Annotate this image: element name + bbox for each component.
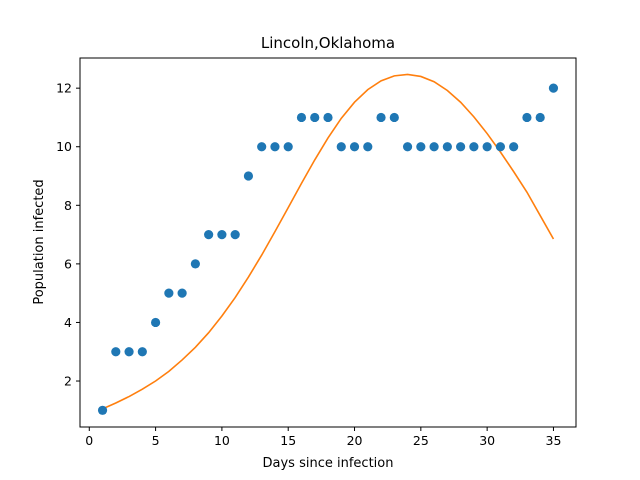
data-point	[429, 142, 439, 152]
data-point	[416, 142, 426, 152]
data-point	[349, 142, 360, 152]
data-point	[469, 142, 479, 152]
data-point	[323, 112, 333, 123]
x-tick-label: 25	[413, 433, 429, 448]
y-tick-label: 8	[64, 198, 72, 213]
data-point	[164, 288, 174, 298]
y-tick-label: 6	[64, 256, 72, 271]
data-point	[535, 112, 545, 123]
data-point	[456, 142, 466, 152]
y-axis-ticks: 2 4 6 8 10 12	[56, 81, 80, 389]
x-tick-label: 10	[214, 433, 230, 448]
data-point	[124, 347, 134, 357]
y-tick-label: 12	[56, 81, 72, 96]
y-tick-label: 10	[56, 139, 72, 154]
data-point	[190, 259, 200, 269]
data-point	[442, 142, 452, 152]
data-point	[482, 142, 492, 152]
data-point	[509, 142, 519, 152]
y-tick-label: 2	[64, 374, 72, 389]
x-tick-label: 30	[479, 433, 495, 448]
x-tick-label: 15	[280, 433, 296, 448]
data-point	[150, 317, 161, 328]
x-tick-label: 35	[546, 433, 562, 448]
x-tick-label: 5	[152, 433, 160, 448]
data-point	[283, 142, 293, 152]
y-axis-label: Population infected	[32, 179, 47, 304]
data-point	[257, 142, 267, 152]
data-point	[389, 112, 399, 123]
data-point	[522, 112, 532, 123]
data-point	[230, 229, 240, 240]
chart-title: Lincoln,Oklahoma	[261, 34, 395, 52]
data-point	[376, 112, 386, 123]
plot-area	[97, 73, 559, 415]
x-axis-label: Days since infection	[263, 456, 394, 471]
data-point	[97, 405, 108, 415]
x-tick-label: 20	[347, 433, 363, 448]
data-point	[111, 347, 121, 357]
data-point	[270, 142, 280, 152]
data-point	[363, 142, 373, 152]
data-point	[296, 112, 307, 123]
data-point	[243, 171, 254, 181]
data-point	[204, 229, 214, 240]
fit-line	[102, 73, 555, 410]
data-point	[495, 142, 506, 152]
data-point	[137, 347, 147, 357]
x-axis-ticks: 0 5 10 15 20 25 30 35	[85, 427, 561, 448]
data-point	[402, 142, 413, 152]
data-point	[217, 229, 227, 240]
data-point	[548, 83, 559, 93]
y-tick-label: 4	[64, 315, 72, 330]
axes-frame	[79, 57, 577, 428]
data-point	[310, 112, 320, 123]
data-point	[336, 142, 346, 152]
x-tick-label: 0	[85, 433, 93, 448]
data-point	[177, 288, 187, 298]
